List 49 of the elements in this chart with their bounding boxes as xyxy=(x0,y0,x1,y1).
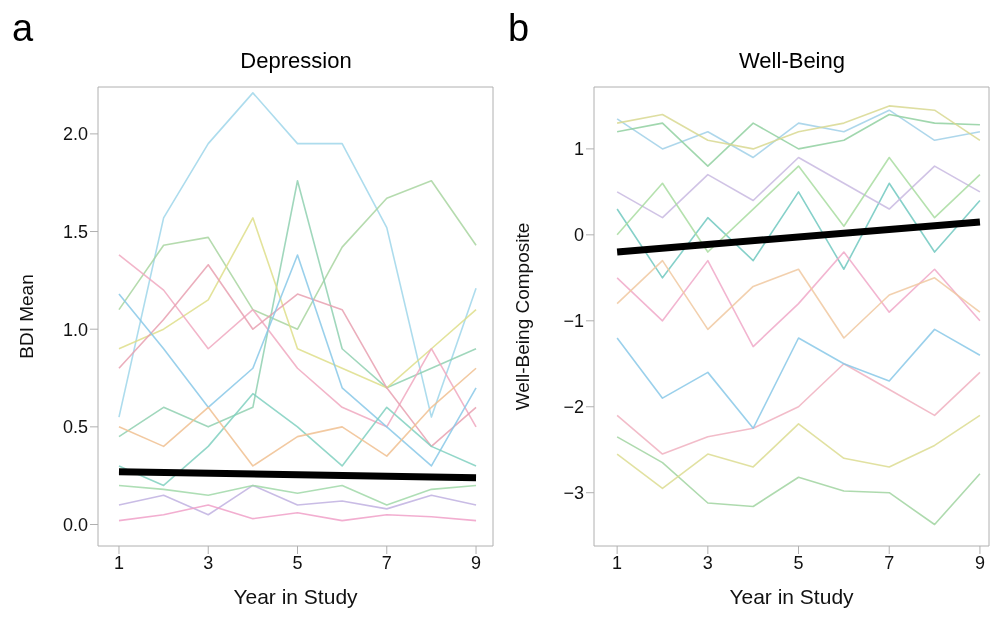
line-series xyxy=(616,182,981,279)
y-tick-label: −3 xyxy=(563,483,584,504)
line-series xyxy=(616,436,981,526)
y-tick-label: 0 xyxy=(573,225,584,246)
line-series xyxy=(616,109,981,159)
x-tick-label: 5 xyxy=(793,552,804,573)
x-tick-label: 3 xyxy=(203,552,214,573)
x-axis-title: Year in Study xyxy=(729,585,855,608)
line-series xyxy=(616,156,981,253)
y-tick-label: 0.5 xyxy=(62,417,88,438)
line-series xyxy=(616,113,981,167)
y-tick-label: 2.0 xyxy=(62,124,88,145)
y-axis-title: Well-Being Composite xyxy=(511,222,533,411)
x-tick-label: 1 xyxy=(612,552,623,573)
text: b xyxy=(508,7,530,49)
line-series xyxy=(616,259,981,339)
line-series xyxy=(616,105,981,150)
line-series xyxy=(118,179,477,330)
line-series xyxy=(118,92,477,418)
line-series xyxy=(616,414,981,490)
y-tick-label: 0.0 xyxy=(62,514,88,535)
line-series xyxy=(616,156,981,219)
y-tick-label: 1.0 xyxy=(62,319,88,340)
line-series xyxy=(118,484,477,506)
y-axis-title: BDI Mean xyxy=(15,274,37,359)
x-tick-label: 7 xyxy=(884,552,895,573)
chart-title: Well-Being xyxy=(738,48,846,74)
line-series xyxy=(118,504,477,522)
y-tick-label: −1 xyxy=(563,311,584,332)
x-tick-label: 7 xyxy=(381,552,392,573)
text: a xyxy=(12,7,34,49)
line-series xyxy=(616,328,981,430)
line-series xyxy=(118,484,477,516)
x-tick-label: 9 xyxy=(974,552,985,573)
y-tick-label: 1.5 xyxy=(62,221,88,242)
x-axis-title: Year in Study xyxy=(233,585,359,608)
line-series xyxy=(118,217,477,389)
x-tick-label: 3 xyxy=(702,552,713,573)
line-series xyxy=(118,367,477,467)
y-tick-label: −2 xyxy=(563,397,584,418)
y-tick-label: 1 xyxy=(573,139,584,160)
line-series xyxy=(118,179,477,438)
line-series xyxy=(616,362,981,455)
chart-title: Depression xyxy=(239,48,353,74)
x-tick-label: 1 xyxy=(113,552,124,573)
line-series xyxy=(616,251,981,348)
x-tick-label: 5 xyxy=(292,552,303,573)
x-tick-label: 9 xyxy=(471,552,482,573)
line-series xyxy=(118,392,477,487)
